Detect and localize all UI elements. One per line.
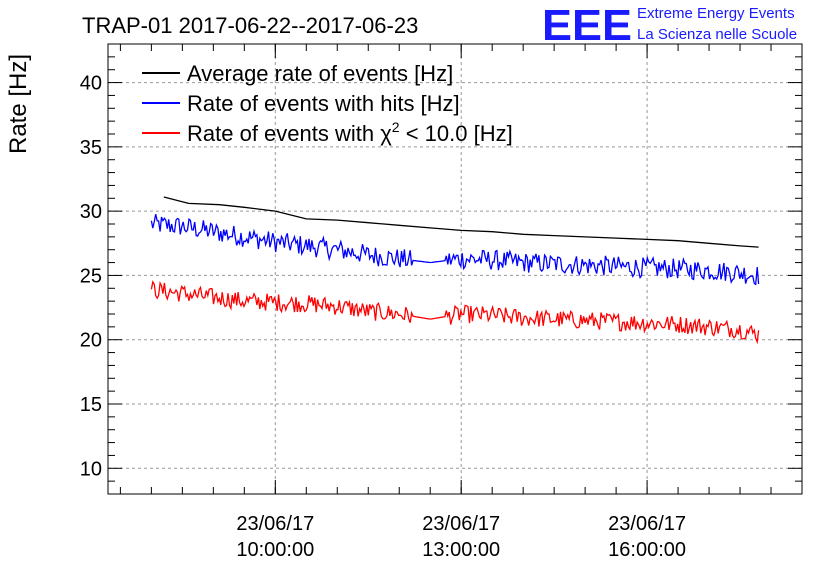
x-tick-time: 13:00:00 xyxy=(422,539,500,561)
x-tick-time: 10:00:00 xyxy=(236,539,314,561)
legend-label-hits: Rate of events with hits [Hz] xyxy=(187,91,460,116)
series-line-hits xyxy=(150,214,760,286)
grid-layer xyxy=(108,44,802,494)
y-axis-label: Rate [Hz] xyxy=(5,54,32,154)
tick-layer: 10 15 20 25 30 35 40 23/06/17 10:00:00 23/06/17 13… xyxy=(80,43,803,561)
legend-chi2-superscript: 2 xyxy=(392,119,400,135)
x-tick-time: 16:00:00 xyxy=(608,539,686,561)
legend-chi2-symbol: χ xyxy=(380,121,392,146)
series-line-average xyxy=(163,196,759,248)
y-tick-label: 25 xyxy=(80,265,102,287)
series-line-chi2 xyxy=(150,280,760,345)
legend: Average rate of events [Hz] Rate of even… xyxy=(142,61,513,146)
y-tick-label: 40 xyxy=(80,73,102,95)
x-tick-date: 23/06/17 xyxy=(608,513,686,535)
legend-label-chi2: Rate of events with χ2 < 10.0 [Hz] xyxy=(187,119,513,146)
x-tick-date: 23/06/17 xyxy=(236,513,314,535)
y-tick-label: 15 xyxy=(80,394,102,416)
logo-letters: EEE xyxy=(542,1,632,50)
legend-label-average: Average rate of events [Hz] xyxy=(187,61,453,86)
legend-chi2-suffix: < 10.0 [Hz] xyxy=(400,121,513,146)
series-layer xyxy=(150,196,760,345)
eee-logo: EEE Extreme Energy Events La Scienza nel… xyxy=(542,1,797,50)
legend-chi2-prefix: Rate of events with xyxy=(187,121,380,146)
logo-line-1: Extreme Energy Events xyxy=(637,5,795,22)
y-tick-label: 20 xyxy=(80,330,102,352)
plot-frame xyxy=(107,43,803,495)
x-tick-date: 23/06/17 xyxy=(422,513,500,535)
logo-line-2: La Scienza nelle Scuole xyxy=(637,26,797,43)
chart-title: TRAP-01 2017-06-22--2017-06-23 xyxy=(82,13,418,38)
y-tick-label: 35 xyxy=(80,137,102,159)
y-tick-label: 30 xyxy=(80,201,102,223)
y-tick-label: 10 xyxy=(80,458,102,480)
